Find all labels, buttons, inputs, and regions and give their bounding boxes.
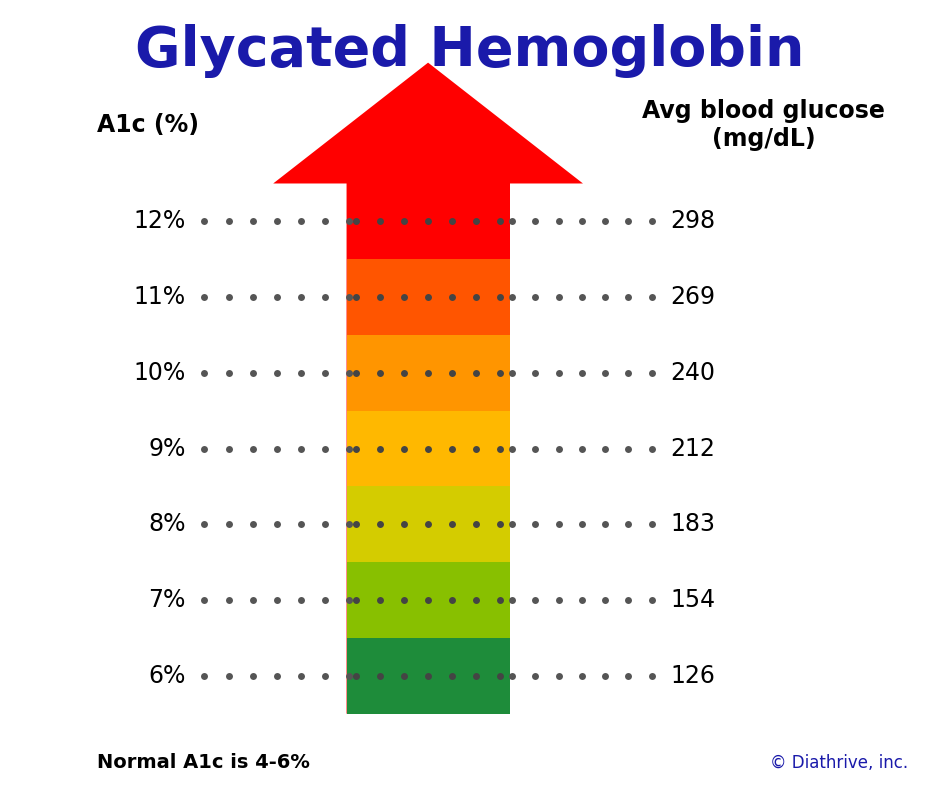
Bar — [347, 638, 509, 714]
Text: Glycated Hemoglobin: Glycated Hemoglobin — [135, 24, 805, 78]
Text: 12%: 12% — [133, 210, 186, 233]
Text: Avg blood glucose
(mg/dL): Avg blood glucose (mg/dL) — [642, 99, 885, 151]
Polygon shape — [274, 62, 583, 714]
Text: 240: 240 — [670, 361, 715, 385]
Text: Normal A1c is 4-6%: Normal A1c is 4-6% — [98, 753, 310, 771]
Text: 11%: 11% — [133, 285, 186, 309]
Bar — [347, 638, 509, 714]
Text: 154: 154 — [670, 588, 715, 612]
Text: 126: 126 — [670, 663, 715, 688]
Bar — [347, 335, 509, 411]
Bar — [347, 259, 509, 335]
Bar — [347, 411, 509, 486]
Bar — [347, 562, 509, 638]
Text: 7%: 7% — [149, 588, 186, 612]
Bar — [347, 562, 509, 638]
Bar — [347, 184, 509, 259]
Text: 269: 269 — [670, 285, 715, 309]
Bar — [347, 184, 509, 259]
Text: 8%: 8% — [149, 512, 186, 537]
Text: 6%: 6% — [149, 663, 186, 688]
Bar — [347, 259, 509, 335]
Text: © Diathrive, inc.: © Diathrive, inc. — [770, 754, 908, 772]
Text: 183: 183 — [670, 512, 715, 537]
Bar — [347, 411, 509, 486]
Text: 298: 298 — [670, 210, 715, 233]
Bar — [347, 335, 509, 411]
Text: 9%: 9% — [149, 437, 186, 460]
Text: 212: 212 — [670, 437, 715, 460]
Bar — [347, 486, 509, 562]
Text: 10%: 10% — [133, 361, 186, 385]
Bar — [347, 486, 509, 562]
Text: A1c (%): A1c (%) — [98, 113, 199, 137]
